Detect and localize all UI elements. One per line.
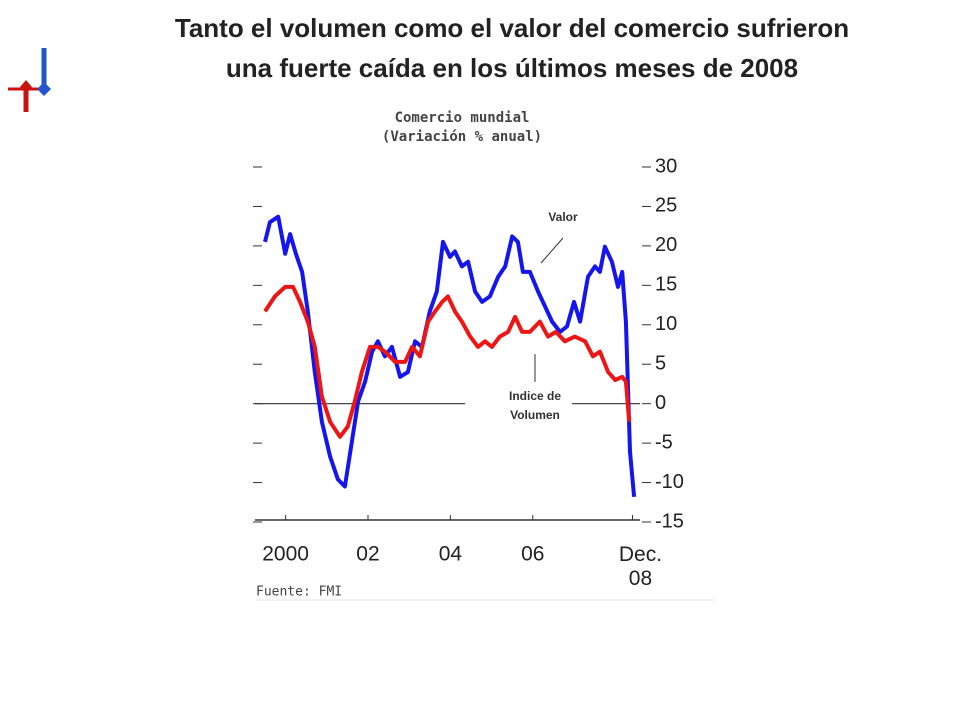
title: una fuerte caída en los últimos meses de…	[226, 53, 798, 83]
y-tick-label: 30	[655, 155, 677, 177]
leader-line	[540, 237, 564, 264]
x-tick-label: 2000	[262, 543, 309, 566]
annotation: Valor	[548, 210, 578, 224]
series-line	[263, 284, 632, 439]
y-tick-label: 10	[655, 313, 677, 335]
y-tick-label: 5	[655, 353, 666, 375]
y-tick-label: -15	[655, 510, 684, 532]
y-tick-label: -5	[655, 431, 673, 453]
x-tick-label: 02	[356, 543, 379, 566]
x-tick-label: 06	[521, 543, 544, 566]
y-tick-label: 15	[655, 274, 677, 296]
y-tick-label: 0	[655, 392, 666, 414]
annotation: Volumen	[510, 408, 560, 422]
subtitle: (Variación % anual)	[382, 129, 542, 145]
series-line	[263, 214, 637, 497]
annotation: Indice de	[509, 389, 561, 403]
logo	[8, 48, 51, 112]
subtitle: Comercio mundial	[395, 110, 530, 126]
y-tick-label: -10	[655, 471, 684, 493]
x-tick-label: 04	[439, 543, 463, 566]
y-tick-label: 25	[655, 195, 677, 217]
source: Fuente: FMI	[256, 585, 342, 600]
y-tick-label: 20	[655, 234, 677, 256]
x-tick-label: Dec. 08	[619, 543, 662, 590]
title: Tanto el volumen como el valor del comer…	[175, 13, 849, 43]
